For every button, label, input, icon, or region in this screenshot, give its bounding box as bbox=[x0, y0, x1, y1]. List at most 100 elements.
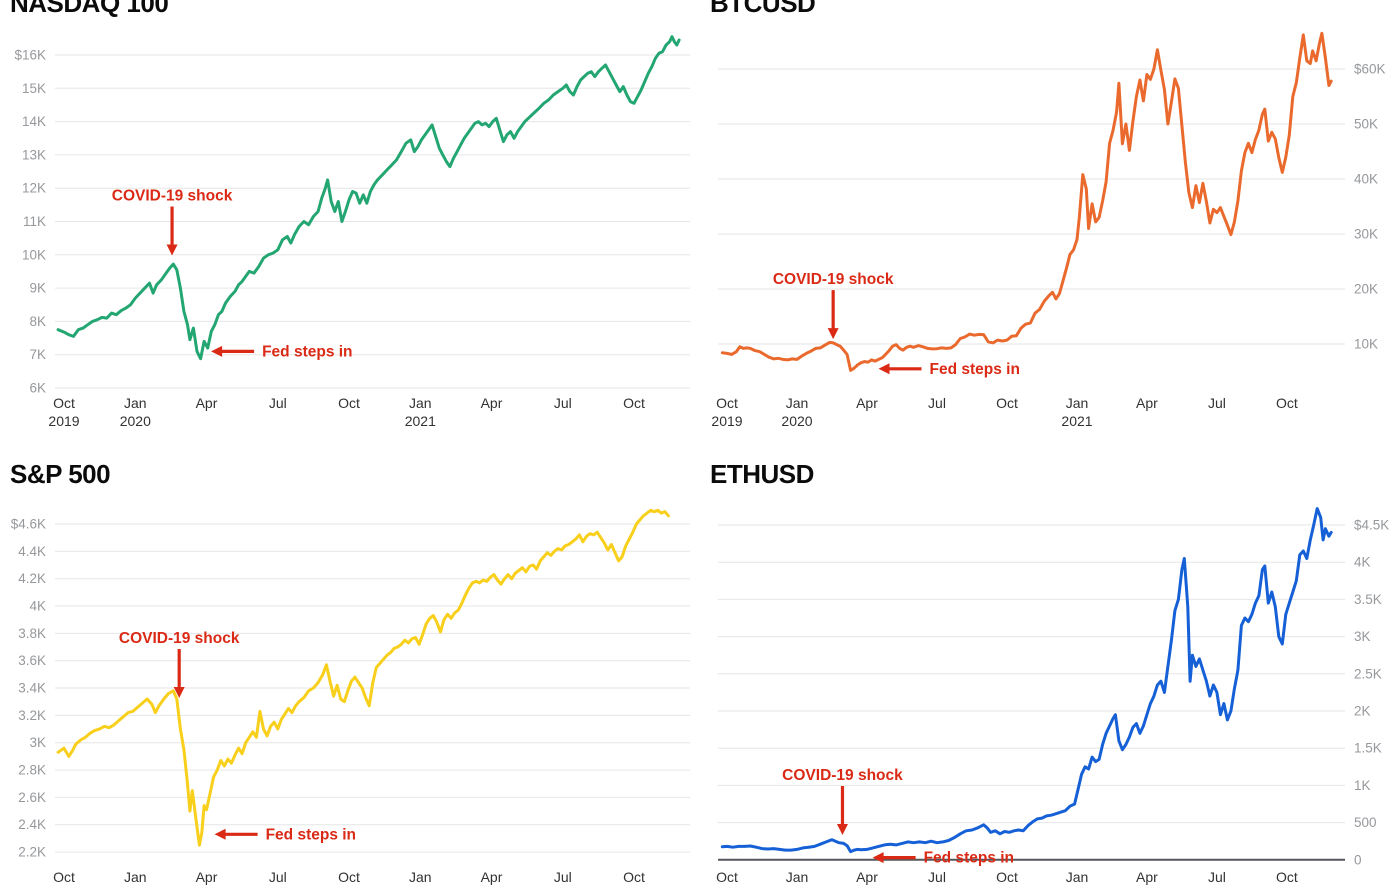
y-axis-tick-label: 3.5K bbox=[1354, 592, 1382, 607]
x-axis-year-label: 2020 bbox=[120, 413, 151, 429]
y-axis-tick-label: 3K bbox=[29, 735, 46, 750]
y-axis-tick-label: 0 bbox=[1354, 852, 1362, 867]
x-axis-tick-label: Jul bbox=[928, 869, 946, 885]
x-axis-tick-label: Oct bbox=[996, 395, 1018, 411]
x-axis-tick-label: Jan bbox=[1066, 869, 1089, 885]
annotation-fed-steps-in: Fed steps in bbox=[872, 850, 1014, 867]
x-axis-tick-label: Jul bbox=[269, 869, 287, 885]
y-axis-tick-label: 40K bbox=[1354, 172, 1378, 187]
x-axis-year-label: 2021 bbox=[1061, 413, 1092, 429]
x-axis-tick-label: Jan bbox=[409, 869, 432, 885]
annotation-fed-steps-in: Fed steps in bbox=[214, 826, 356, 843]
left-arrowhead-icon bbox=[878, 363, 890, 375]
y-axis-tick-label: 6K bbox=[29, 381, 46, 396]
annotation-fed-steps-in: Fed steps in bbox=[211, 343, 353, 360]
left-arrowhead-icon bbox=[872, 852, 884, 864]
y-axis-tick-label: 2K bbox=[1354, 704, 1371, 719]
y-axis-tick-label: 2.8K bbox=[18, 763, 46, 778]
eth-chart-title: ETHUSD bbox=[710, 459, 814, 489]
y-axis-tick-label: 2.4K bbox=[18, 817, 46, 832]
x-axis-year-label: 2020 bbox=[781, 413, 812, 429]
down-arrowhead-icon bbox=[836, 824, 848, 835]
annotation-covid-shock: COVID-19 shock bbox=[782, 767, 903, 835]
eth-price-line bbox=[720, 507, 1333, 854]
btc-price-line bbox=[720, 31, 1333, 372]
x-axis-tick-label: Apr bbox=[481, 869, 503, 885]
x-axis-tick-label: Oct bbox=[996, 869, 1018, 885]
y-axis-tick-label: 4.2K bbox=[18, 571, 46, 586]
down-arrowhead-icon bbox=[827, 328, 839, 340]
y-axis-tick-label: 1.5K bbox=[1354, 741, 1382, 756]
btc-chart-title: BTCUSD bbox=[710, 0, 816, 18]
y-axis-tick-label: 1K bbox=[1354, 778, 1371, 793]
x-axis-tick-label: Jan bbox=[409, 395, 432, 411]
x-axis-tick-label: Oct bbox=[338, 395, 360, 411]
sp-price-line bbox=[56, 508, 670, 847]
y-axis-tick-label: 3.4K bbox=[18, 681, 46, 696]
annotation-label: Fed steps in bbox=[930, 361, 1020, 378]
y-axis-tick-label: 15K bbox=[22, 81, 46, 96]
left-arrowhead-icon bbox=[211, 345, 223, 357]
x-axis-tick-label: Oct bbox=[53, 869, 75, 885]
annotation-label: Fed steps in bbox=[262, 343, 352, 360]
x-axis-tick-label: Oct bbox=[623, 395, 645, 411]
y-axis-tick-label: 14K bbox=[22, 114, 46, 129]
btc-chart: $60K 50K 40K 30K 20K 10K Oct 2019 Jan 2020 Apr Jul O… bbox=[711, 31, 1386, 429]
y-axis-tick-label: 4.4K bbox=[18, 544, 46, 559]
sp-chart: $4.6K 4.4K 4.2K 4K 3.8K 3.6K 3.4K 3.2K 3K 2.8K 2.6… bbox=[11, 508, 690, 885]
y-axis-tick-label: 3.8K bbox=[18, 626, 46, 641]
annotation-label: COVID-19 shock bbox=[119, 630, 240, 647]
y-axis-tick-label: 3K bbox=[1354, 629, 1371, 644]
annotation-label: COVID-19 shock bbox=[773, 271, 894, 288]
y-axis-tick-label: 50K bbox=[1354, 117, 1378, 132]
x-axis-tick-label: Oct bbox=[716, 395, 738, 411]
y-axis-tick-label: 500 bbox=[1354, 815, 1377, 830]
x-axis-tick-label: Oct bbox=[623, 869, 645, 885]
y-axis-tick-label: $4.6K bbox=[11, 517, 46, 532]
y-axis-tick-label: $60K bbox=[1354, 62, 1386, 77]
y-axis-tick-label: 12K bbox=[22, 181, 46, 196]
x-axis-year-label: 2019 bbox=[711, 413, 742, 429]
x-axis-year-label: 2019 bbox=[48, 413, 79, 429]
x-axis-tick-label: Oct bbox=[1276, 869, 1298, 885]
annotation-fed-steps-in: Fed steps in bbox=[878, 361, 1020, 378]
annotation-label: COVID-19 shock bbox=[782, 767, 903, 784]
y-axis-tick-label: 2.2K bbox=[18, 845, 46, 860]
eth-chart: $4.5K 4K 3.5K 3K 2.5K 2K 1.5K 1K 500 0 Oct Jan Apr Ju… bbox=[716, 507, 1389, 885]
y-axis-tick-label: 10K bbox=[1354, 337, 1378, 352]
x-axis-tick-label: Jul bbox=[269, 395, 287, 411]
x-axis-tick-label: Apr bbox=[856, 395, 878, 411]
down-arrowhead-icon bbox=[173, 687, 185, 698]
x-axis-tick-label: Apr bbox=[481, 395, 503, 411]
y-axis-tick-label: $4.5K bbox=[1354, 518, 1389, 533]
x-axis-tick-label: Jul bbox=[554, 395, 572, 411]
nasdaq-chart-title: NASDAQ 100 bbox=[10, 0, 169, 18]
y-axis-tick-label: 8K bbox=[29, 314, 46, 329]
x-axis-tick-label: Apr bbox=[1136, 869, 1158, 885]
x-axis-tick-label: Oct bbox=[53, 395, 75, 411]
y-axis-tick-label: 3.6K bbox=[18, 653, 46, 668]
y-axis-tick-label: 2.6K bbox=[18, 790, 46, 805]
y-axis-tick-label: 2.5K bbox=[1354, 666, 1382, 681]
y-axis-tick-label: 11K bbox=[23, 214, 46, 229]
x-axis-tick-label: Apr bbox=[196, 869, 218, 885]
x-axis-tick-label: Jul bbox=[554, 869, 572, 885]
x-axis-tick-label: Jan bbox=[1066, 395, 1089, 411]
x-axis-tick-label: Apr bbox=[1136, 395, 1158, 411]
annotation-label: COVID-19 shock bbox=[112, 188, 233, 205]
annotation-label: Fed steps in bbox=[924, 850, 1014, 867]
x-axis-tick-label: Jul bbox=[1208, 395, 1226, 411]
x-axis-year-label: 2021 bbox=[405, 413, 436, 429]
sp500-chart-title: S&P 500 bbox=[10, 459, 111, 489]
y-axis-tick-label: 30K bbox=[1354, 227, 1378, 242]
y-axis-tick-label: 4K bbox=[1354, 555, 1371, 570]
left-arrowhead-icon bbox=[214, 828, 226, 840]
y-axis-tick-label: 10K bbox=[22, 247, 46, 262]
nasdaq-price-line bbox=[56, 35, 681, 361]
annotation-covid-shock: COVID-19 shock bbox=[119, 630, 240, 698]
x-axis-tick-label: Jan bbox=[786, 869, 809, 885]
y-axis-tick-label: 20K bbox=[1354, 282, 1378, 297]
annotation-covid-shock: COVID-19 shock bbox=[773, 271, 894, 340]
